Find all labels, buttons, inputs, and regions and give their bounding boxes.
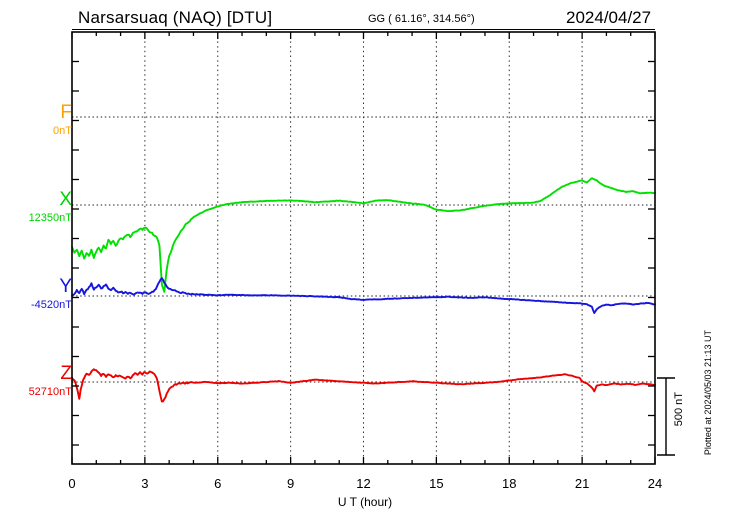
trace-y [71, 277, 656, 314]
header-divider [72, 29, 655, 30]
component-label-y: Y -4520nT [31, 277, 72, 311]
grid-layer [144, 32, 583, 464]
x-axis-title: U T (hour) [337, 495, 393, 509]
scale-bar [657, 377, 675, 456]
geographic-coordinates: GG ( 61.16°, 314.56°) [368, 13, 475, 25]
x-tick-label: 24 [647, 476, 663, 491]
x-tick-label: 9 [287, 476, 295, 491]
component-label-f: F 0nT [53, 103, 72, 137]
trace-x [71, 177, 656, 293]
trace-z [71, 368, 656, 403]
station-title: Narsarsuaq (NAQ) [DTU] [78, 8, 273, 27]
component-letter-x: X [59, 189, 72, 210]
x-tick-label: 21 [574, 476, 590, 491]
scale-bar-label: 500 nT [673, 392, 685, 427]
x-tick-label: 3 [141, 476, 149, 491]
component-baseline-y: -4520nT [31, 299, 72, 311]
component-letter-y: Y [59, 276, 72, 297]
plot-frame [71, 31, 656, 465]
plotted-at-timestamp: Plotted at 2024/05/03 21:13 UT [703, 330, 713, 456]
component-letter-f: F [60, 102, 72, 123]
date-label: 2024/04/27 [566, 8, 652, 27]
component-label-x: X 12350nT [29, 190, 72, 224]
component-baseline-f: 0nT [53, 125, 72, 137]
x-tick-label: 12 [356, 476, 371, 491]
x-tick-label: 6 [214, 476, 222, 491]
component-baseline-x: 12350nT [28, 212, 72, 224]
trace-layer [71, 177, 656, 403]
component-baseline-z: 52710nT [28, 386, 72, 398]
component-letter-z: Z [60, 363, 72, 384]
x-tick-label: 15 [429, 476, 444, 491]
component-label-z: Z 52710nT [29, 364, 72, 398]
x-tick-label: 18 [502, 476, 517, 491]
x-tick-label: 0 [68, 476, 76, 491]
